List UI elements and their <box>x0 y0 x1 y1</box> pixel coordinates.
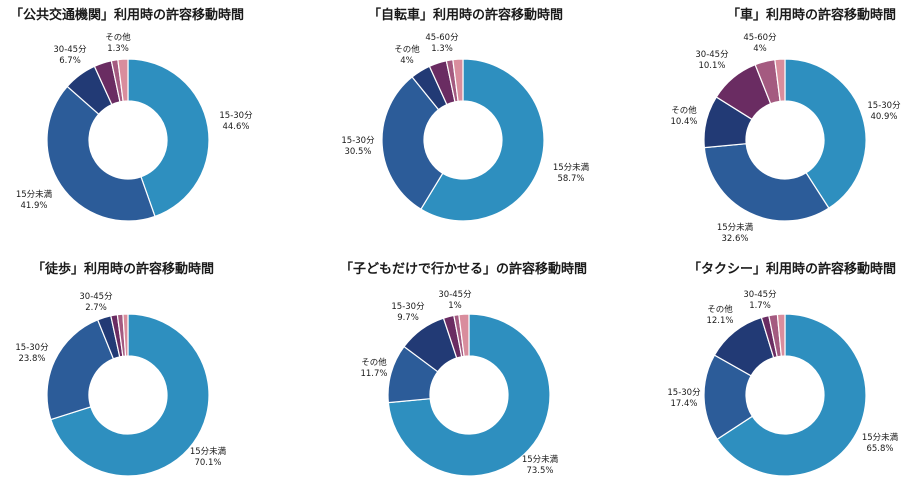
slice-value-label: 23.8% <box>18 354 45 364</box>
slice-label: 15-30分 <box>15 343 49 353</box>
slice-label: 30-45分 <box>53 45 87 55</box>
slice-value-label: 73.5% <box>526 466 553 476</box>
slice-label: 30-45分 <box>79 292 113 302</box>
slice-value-label: 1% <box>448 301 462 311</box>
donut-slice <box>127 58 210 218</box>
donut-slice <box>117 58 129 102</box>
chart-title: 「子どもだけで行かせる」の許容移動時間 <box>340 261 587 277</box>
slice-label: その他 <box>105 32 131 43</box>
slice-label: 15-30分 <box>341 136 375 146</box>
donut-slice <box>784 58 867 209</box>
slice-value-label: 1.3% <box>431 44 453 54</box>
chart-title: 「徒歩」利用時の許容移動時間 <box>32 261 214 277</box>
donut-slice <box>458 313 470 357</box>
slice-value-label: 41.9% <box>20 201 47 211</box>
slice-value-label: 10.4% <box>670 117 697 127</box>
donut-chart-2: 「自転車」利用時の許容移動時間15分未満58.7%15-30分30.5%その他4… <box>341 7 590 222</box>
slice-label: 15分未満 <box>190 446 227 457</box>
donut-slice <box>776 313 786 357</box>
slice-value-label: 40.9% <box>870 112 897 122</box>
slice-value-label: 58.7% <box>557 174 584 184</box>
donut-slice <box>46 85 156 222</box>
slice-label: 45-60分 <box>743 33 777 43</box>
chart-title: 「タクシー」利用時の許容移動時間 <box>688 261 896 277</box>
donut-slice <box>387 313 551 477</box>
slice-value-label: 11.7% <box>360 369 387 379</box>
slice-value-label: 44.6% <box>222 122 249 132</box>
slice-label: 15分未満 <box>553 162 590 173</box>
slice-label: 15分未満 <box>717 222 754 233</box>
slice-value-label: 30.5% <box>344 147 371 157</box>
slice-label: 30-45分 <box>438 290 472 300</box>
slice-value-label: 65.8% <box>866 444 893 454</box>
slice-label: 45-60分 <box>425 33 459 43</box>
slice-label: 30-45分 <box>695 50 729 60</box>
chart-title: 「車」利用時の許容移動時間 <box>727 7 896 23</box>
slice-label: その他 <box>361 357 387 368</box>
slice-value-label: 17.4% <box>670 399 697 409</box>
slice-value-label: 6.7% <box>59 56 81 66</box>
slice-value-label: 4% <box>400 56 414 66</box>
slice-value-label: 32.6% <box>721 234 748 244</box>
donut-slice <box>46 319 115 421</box>
donut-slice <box>381 76 444 211</box>
slice-value-label: 1.3% <box>107 44 129 54</box>
donut-slice <box>703 143 830 222</box>
slice-label: その他 <box>671 105 697 116</box>
donut-slice <box>50 313 210 477</box>
slice-value-label: 1.7% <box>749 301 771 311</box>
slice-label: 15分未満 <box>862 432 899 443</box>
slice-value-label: 10.1% <box>698 61 725 71</box>
slice-value-label: 4% <box>753 44 767 54</box>
donut-slice <box>452 58 464 102</box>
slice-label: その他 <box>394 44 420 55</box>
chart-title: 「自転車」利用時の許容移動時間 <box>368 7 563 23</box>
slice-value-label: 9.7% <box>397 313 419 323</box>
slice-label: その他 <box>707 304 733 315</box>
slice-label: 15分未満 <box>16 189 53 200</box>
donut-chart-3: 「車」利用時の許容移動時間15-30分40.9%15分未満32.6%その他10.… <box>670 7 901 244</box>
slice-label: 15分未満 <box>522 454 559 465</box>
slice-label: 30-45分 <box>743 290 777 300</box>
slice-label: 15-30分 <box>867 101 901 111</box>
donut-slice <box>420 58 545 222</box>
slice-label: 15-30分 <box>667 388 701 398</box>
slice-label: 15-30分 <box>391 302 425 312</box>
donut-slice <box>122 313 129 357</box>
slice-label: 15-30分 <box>219 111 253 121</box>
slice-value-label: 12.1% <box>706 316 733 326</box>
chart-title: 「公共交通機関」利用時の許容移動時間 <box>10 7 244 23</box>
slice-value-label: 2.7% <box>85 303 107 313</box>
donut-slice <box>716 313 867 477</box>
donut-slice <box>774 58 786 102</box>
slice-value-label: 70.1% <box>194 458 221 468</box>
